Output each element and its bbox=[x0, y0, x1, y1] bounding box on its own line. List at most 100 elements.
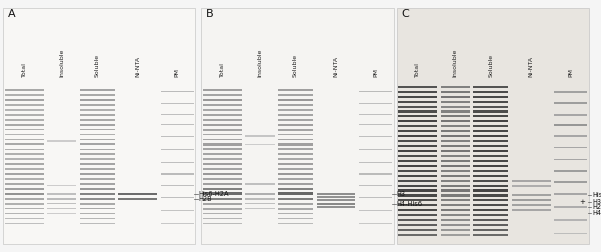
Bar bbox=[441, 145, 470, 147]
Bar bbox=[398, 199, 437, 201]
Bar bbox=[278, 109, 313, 111]
Bar bbox=[441, 155, 470, 157]
Bar bbox=[398, 219, 437, 221]
Bar bbox=[80, 193, 115, 195]
Bar bbox=[512, 180, 551, 182]
Bar bbox=[47, 203, 76, 204]
Bar bbox=[398, 135, 437, 137]
Bar bbox=[5, 188, 43, 190]
Bar bbox=[359, 223, 392, 224]
Bar bbox=[554, 114, 587, 116]
Bar bbox=[398, 194, 437, 197]
Bar bbox=[5, 149, 43, 150]
Bar bbox=[80, 168, 115, 170]
Bar bbox=[441, 180, 470, 182]
Bar bbox=[398, 130, 437, 132]
Bar bbox=[278, 217, 313, 219]
Bar bbox=[441, 224, 470, 226]
Bar bbox=[203, 203, 242, 205]
Bar bbox=[245, 136, 275, 137]
Bar bbox=[398, 101, 437, 103]
Bar bbox=[474, 155, 508, 157]
Text: Insoluble: Insoluble bbox=[453, 49, 458, 77]
Bar bbox=[554, 193, 587, 195]
Bar bbox=[203, 163, 242, 165]
Bar bbox=[474, 224, 508, 226]
Bar bbox=[5, 134, 43, 135]
Bar bbox=[317, 200, 355, 201]
Bar bbox=[441, 165, 470, 167]
Bar bbox=[80, 89, 115, 91]
Bar bbox=[5, 89, 43, 91]
Bar bbox=[80, 139, 115, 140]
Bar bbox=[398, 165, 437, 167]
Bar bbox=[278, 203, 313, 205]
Bar bbox=[398, 155, 437, 157]
Bar bbox=[278, 153, 313, 155]
Bar bbox=[441, 130, 470, 132]
Bar bbox=[474, 120, 508, 122]
Bar bbox=[203, 188, 242, 190]
Bar bbox=[441, 150, 470, 152]
Bar bbox=[278, 192, 313, 195]
Bar bbox=[474, 180, 508, 182]
Bar bbox=[554, 219, 587, 221]
Bar bbox=[554, 206, 587, 208]
Bar bbox=[278, 173, 313, 175]
Bar bbox=[80, 149, 115, 150]
Bar bbox=[5, 208, 43, 209]
Bar bbox=[398, 180, 437, 182]
Bar bbox=[512, 199, 551, 201]
Bar bbox=[474, 234, 508, 236]
Bar bbox=[5, 99, 43, 101]
Text: H3: H3 bbox=[592, 199, 601, 205]
Bar bbox=[203, 198, 242, 200]
Bar bbox=[317, 193, 355, 195]
Bar bbox=[474, 140, 508, 142]
Bar bbox=[398, 184, 437, 187]
Bar bbox=[398, 120, 437, 122]
Bar bbox=[554, 147, 587, 148]
Bar bbox=[474, 115, 508, 117]
Text: H4-His6: H4-His6 bbox=[592, 210, 601, 216]
Bar bbox=[398, 190, 437, 192]
Bar bbox=[278, 99, 313, 101]
Bar bbox=[278, 158, 313, 160]
Bar bbox=[80, 218, 115, 219]
Bar bbox=[47, 198, 76, 200]
Bar bbox=[554, 136, 587, 137]
Bar bbox=[203, 158, 242, 160]
Bar bbox=[398, 160, 437, 162]
Bar bbox=[512, 204, 551, 206]
Bar bbox=[80, 99, 115, 101]
Bar bbox=[278, 198, 313, 200]
Text: Ni-NTA: Ni-NTA bbox=[135, 56, 140, 77]
Bar bbox=[278, 104, 313, 106]
Bar bbox=[554, 91, 587, 93]
Bar bbox=[278, 213, 313, 214]
Bar bbox=[441, 96, 470, 98]
Bar bbox=[278, 143, 313, 145]
Bar bbox=[5, 109, 43, 111]
Bar bbox=[441, 209, 470, 211]
Bar bbox=[278, 89, 313, 91]
Bar bbox=[474, 135, 508, 137]
Bar bbox=[278, 148, 313, 150]
Text: B: B bbox=[206, 9, 214, 19]
Bar bbox=[398, 229, 437, 231]
Bar bbox=[474, 175, 508, 177]
Text: H2B: H2B bbox=[198, 196, 212, 202]
Bar bbox=[203, 94, 242, 96]
Bar bbox=[5, 168, 43, 170]
Bar bbox=[512, 195, 551, 197]
Text: Total: Total bbox=[22, 62, 26, 77]
Bar bbox=[474, 184, 508, 187]
Bar bbox=[201, 8, 394, 244]
Text: +: + bbox=[579, 199, 585, 205]
Text: PM: PM bbox=[373, 68, 378, 77]
Bar bbox=[474, 150, 508, 152]
Bar bbox=[398, 224, 437, 226]
Bar bbox=[160, 210, 194, 211]
Bar bbox=[160, 91, 194, 92]
Bar bbox=[554, 124, 587, 126]
